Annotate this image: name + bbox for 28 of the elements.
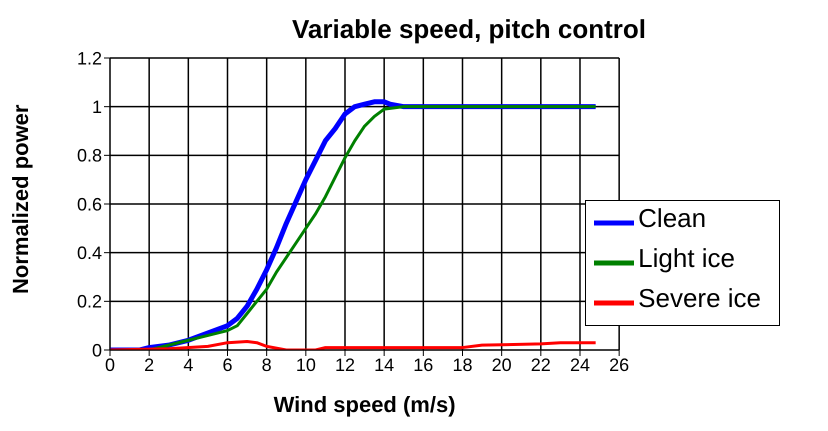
legend-label: Light ice <box>638 243 735 274</box>
chart-title: Variable speed, pitch control <box>291 13 647 46</box>
y-tick-label: 0.4 <box>76 243 102 264</box>
x-tick-label: 22 <box>530 354 551 375</box>
y-tick-label: 1 <box>92 97 102 118</box>
y-tick-label: 0.6 <box>76 194 102 214</box>
x-tick-label: 8 <box>262 354 272 375</box>
x-tick-label: 6 <box>222 354 233 375</box>
x-tick-label: 12 <box>334 354 356 375</box>
y-tick-label: 0.8 <box>76 146 102 166</box>
x-axis-title: Wind speed (m/s) <box>274 392 456 417</box>
line-series <box>110 340 598 350</box>
legend-label: Severe ice <box>638 283 761 314</box>
x-tick-label: 14 <box>374 354 394 375</box>
x-tick-label: 10 <box>296 354 316 375</box>
x-tick-label: 4 <box>183 354 194 375</box>
x-tick-label: 26 <box>609 354 630 375</box>
x-tick-label: 0 <box>104 354 116 375</box>
x-tick-label: 2 <box>144 354 154 375</box>
x-tick-label: 18 <box>452 354 473 375</box>
y-tick-label: 0 <box>92 340 102 360</box>
x-tick-label: 16 <box>413 354 434 375</box>
y-tick-label: 1.2 <box>76 48 102 68</box>
legend-label: Clean <box>638 203 706 234</box>
x-tick-label: 24 <box>570 354 590 375</box>
y-tick-label: 0.2 <box>76 292 102 312</box>
y-axis-title: Normalized power <box>8 104 33 294</box>
x-tick-label: 20 <box>492 354 512 375</box>
